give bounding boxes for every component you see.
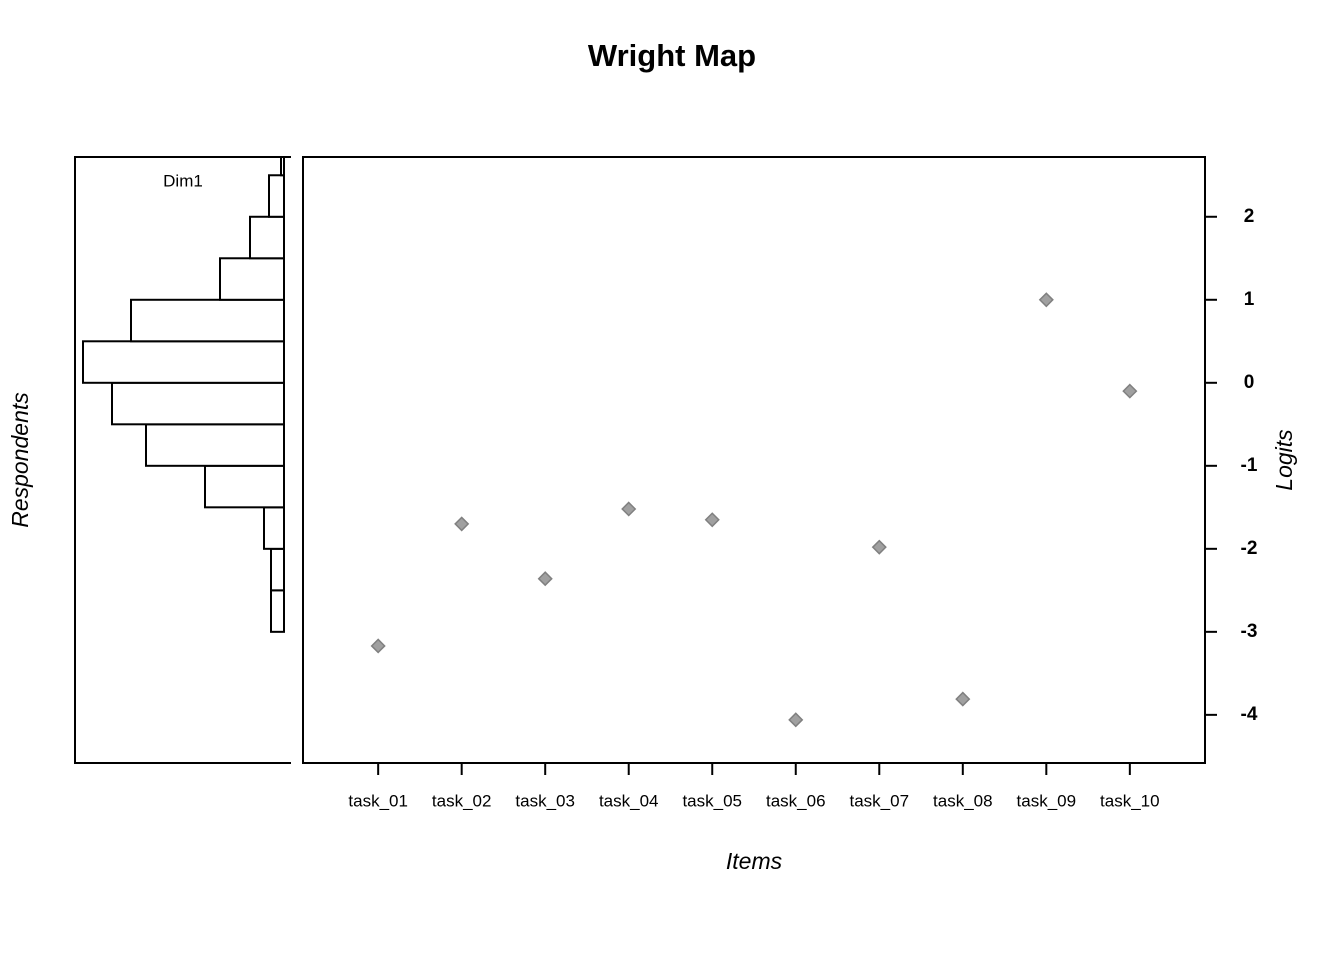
item-point [788, 712, 804, 728]
item-point [704, 512, 720, 528]
x-tick-label: task_04 [599, 791, 659, 810]
item-point [871, 539, 887, 555]
x-tick-label: task_09 [1017, 791, 1077, 810]
y2-axis-label: Logits [1271, 429, 1297, 491]
x-tick-label: task_08 [933, 791, 993, 810]
y-axis-label: Respondents [7, 392, 33, 528]
hist-bar [280, 156, 285, 177]
y-tick-label: 2 [1244, 206, 1255, 227]
y-tick-label: 1 [1244, 289, 1255, 310]
hist-bar [219, 257, 285, 301]
x-tick-label: task_02 [432, 791, 492, 810]
x-tick-label: task_07 [850, 791, 910, 810]
hist-bar [268, 174, 285, 218]
y-tick-label: -1 [1241, 455, 1258, 476]
item-point [537, 571, 553, 587]
y-tick-label: -4 [1241, 704, 1258, 725]
hist-bar [249, 215, 285, 260]
item-point [955, 691, 971, 707]
hist-bar [263, 506, 285, 550]
x-tick-label: task_06 [766, 791, 826, 810]
plot-frame [302, 156, 1206, 764]
item-point [1038, 292, 1054, 308]
x-tick-label: task_01 [348, 791, 408, 810]
x-axis-label: Items [726, 848, 783, 874]
item-point [454, 516, 470, 532]
x-tick-label: task_03 [515, 791, 575, 810]
hist-bar [270, 547, 285, 592]
hist-bar [130, 298, 285, 343]
item-point [1122, 383, 1138, 399]
hist-bar [204, 464, 285, 509]
chart-title: Wright Map [588, 38, 756, 73]
item-point [370, 638, 386, 654]
x-tick-label: task_05 [682, 791, 742, 810]
hist-frame [74, 156, 291, 764]
x-tick-label: task_10 [1100, 791, 1160, 810]
hist-bar [145, 423, 285, 467]
item-point [621, 501, 637, 517]
hist-label: Dim1 [163, 171, 203, 190]
y-tick-label: 0 [1244, 372, 1255, 393]
hist-bar [111, 381, 285, 426]
y-tick-label: -3 [1241, 621, 1258, 642]
hist-bar [82, 340, 285, 384]
hist-bar [270, 589, 285, 633]
y-tick-label: -2 [1241, 538, 1258, 559]
